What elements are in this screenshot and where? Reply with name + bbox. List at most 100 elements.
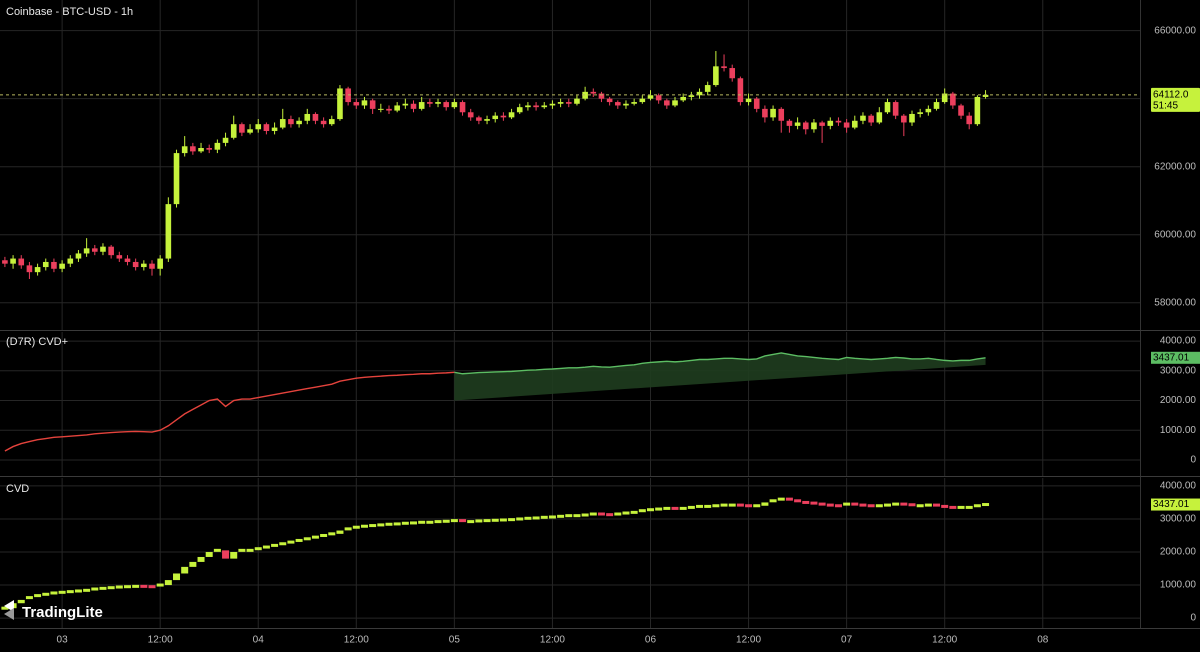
cvd-candle: [115, 585, 123, 589]
cvd-candle: [164, 580, 172, 586]
candle-body: [484, 119, 490, 121]
candle-body: [786, 120, 793, 126]
cvd-candle: [565, 514, 573, 518]
candle-body: [982, 94, 989, 97]
cvd-candle: [957, 505, 965, 509]
cvd-candle: [434, 520, 442, 524]
x-tick-label: 12:00: [736, 635, 761, 646]
last-value-box: [1151, 498, 1200, 511]
candle-body: [239, 124, 245, 133]
y-tick-label: 60000.00: [1154, 229, 1196, 240]
candle-body: [655, 95, 662, 101]
cvd-candle: [254, 547, 262, 551]
candle-body: [664, 100, 670, 106]
candle-body: [508, 112, 515, 118]
candle-body: [91, 248, 98, 252]
candle-body: [304, 113, 311, 121]
candle-body: [672, 100, 678, 106]
candle-body: [42, 261, 49, 268]
cvd-candle: [491, 518, 499, 522]
cvd-candle: [459, 519, 467, 523]
candle-body: [631, 102, 637, 104]
candle-body: [141, 263, 147, 268]
candle-body: [704, 85, 711, 92]
cvd-candle: [557, 514, 565, 518]
candle-body: [892, 102, 899, 116]
cvd-candle: [344, 527, 352, 531]
panel-title: CVD: [6, 483, 29, 495]
cvd-candle: [262, 545, 270, 549]
cvd-candle: [548, 515, 556, 519]
cvd-candle: [794, 499, 802, 503]
cvd-candle: [924, 503, 932, 507]
candle-body: [190, 146, 196, 152]
candle-body: [565, 102, 572, 104]
candle-body: [181, 146, 188, 154]
cvd-candle: [720, 503, 728, 507]
y-tick-label: 3000.00: [1160, 514, 1197, 525]
candle-body: [369, 100, 376, 109]
label-layer: 03 12:00 04 12:00 05 12:00 06 12:00 07 12:00 08 580…: [57, 25, 1200, 646]
candle-body: [230, 124, 237, 138]
cvd-candle: [50, 591, 58, 595]
candle-body: [51, 261, 57, 269]
cvd-candle: [91, 587, 99, 591]
last-price-box: [1151, 87, 1200, 112]
candle-body: [476, 117, 482, 121]
candle-body: [713, 66, 719, 86]
cvd-candle: [581, 513, 589, 517]
candle-body: [467, 112, 474, 118]
y-tick-label: 2000.00: [1160, 547, 1197, 558]
candle-body: [26, 265, 33, 273]
candle-body: [75, 253, 82, 259]
last-value-label: 3437.01: [1153, 352, 1190, 363]
candle-body: [623, 103, 629, 106]
cvd-candle: [589, 512, 597, 516]
cvd-candle: [320, 533, 328, 537]
cvd-candle: [99, 586, 107, 590]
cvd-candle: [736, 503, 744, 507]
cvd-candle: [516, 517, 524, 521]
countdown: 51:45: [1153, 100, 1178, 111]
cvd-candle: [712, 504, 720, 508]
candle-body: [925, 108, 932, 113]
cvd-candle: [1, 606, 9, 610]
cvd-candle: [418, 520, 426, 524]
cvd-candle: [965, 505, 973, 509]
cvd-candle: [843, 502, 851, 506]
cvd-candle: [83, 588, 91, 592]
candle-body: [500, 115, 507, 118]
cvd-candle: [818, 502, 826, 506]
cvd-candle: [671, 506, 679, 510]
cvd-candle: [352, 525, 360, 529]
cvd-candle: [42, 592, 50, 596]
candle-body: [770, 108, 776, 118]
candle-body: [827, 120, 834, 126]
cvd-candle: [875, 504, 883, 508]
cvd-candle: [573, 514, 581, 518]
cvd-candle: [540, 515, 548, 519]
candle-body: [802, 122, 809, 130]
candle-body: [124, 258, 131, 262]
cvd-candle: [646, 508, 654, 512]
candle-body: [361, 100, 368, 106]
candle-body: [876, 112, 883, 123]
cvd-candle: [197, 556, 205, 562]
candle-body: [582, 91, 588, 99]
candle-body: [2, 260, 8, 264]
candle-body: [394, 105, 400, 111]
candle-body: [255, 124, 262, 130]
cvd-candle: [606, 513, 614, 517]
candle-body: [778, 108, 785, 121]
candle-body: [851, 120, 858, 128]
candle-body: [615, 102, 621, 106]
last-value-label: 3437.01: [1153, 499, 1190, 510]
candle-body: [427, 102, 433, 104]
candle-body: [132, 261, 139, 268]
cvd-candle: [900, 502, 908, 506]
candle-body: [549, 103, 556, 106]
cvd-candle: [524, 516, 532, 520]
cvd-candle: [475, 519, 483, 523]
cvd-candle: [532, 516, 540, 520]
